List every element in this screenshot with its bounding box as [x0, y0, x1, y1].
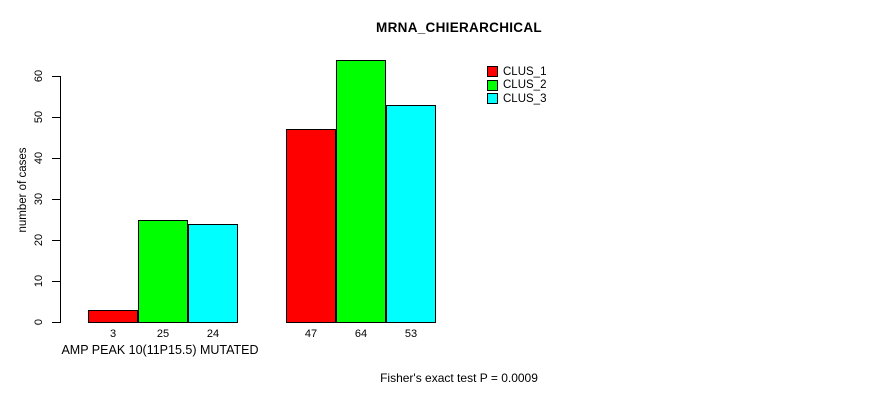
bar-value-label: 53: [404, 328, 418, 340]
y-tick-label: 10: [33, 274, 45, 288]
bar-value-label: 3: [109, 328, 117, 340]
bar: [386, 105, 436, 323]
bar-value-label: 64: [354, 328, 368, 340]
legend: CLUS_1 CLUS_2 CLUS_3: [487, 65, 546, 106]
y-tick: [52, 117, 60, 118]
legend-swatch: [487, 79, 498, 91]
bar: [88, 310, 138, 323]
y-tick: [52, 158, 60, 159]
y-tick: [52, 240, 60, 241]
y-tick-label: 30: [33, 192, 45, 206]
legend-swatch: [487, 66, 498, 78]
bar-value-label: 24: [206, 328, 220, 340]
legend-item: CLUS_1: [487, 65, 546, 79]
legend-label: CLUS_1: [503, 65, 547, 78]
x-category-label: AMP PEAK 10(11P15.5) MUTATED: [61, 343, 259, 357]
bar-value-label: 47: [304, 328, 318, 340]
legend-label: CLUS_2: [503, 79, 547, 92]
y-tick: [52, 76, 60, 77]
legend-item: CLUS_3: [487, 92, 546, 106]
bar: [138, 220, 188, 323]
legend-item: CLUS_2: [487, 79, 546, 93]
y-tick-label: 0: [33, 318, 45, 326]
legend-label: CLUS_3: [503, 92, 547, 105]
y-tick-label: 40: [33, 151, 45, 165]
y-tick-label: 50: [33, 110, 45, 124]
y-tick: [52, 322, 60, 323]
bar: [188, 224, 238, 323]
bar-value-label: 25: [156, 328, 170, 340]
legend-swatch: [487, 93, 498, 105]
bar: [286, 129, 336, 323]
stat-annotation: Fisher's exact test P = 0.0009: [380, 371, 538, 385]
bar: [336, 60, 386, 323]
y-tick: [52, 281, 60, 282]
y-tick-label: 20: [33, 233, 45, 247]
y-tick-label: 60: [33, 69, 45, 83]
chart-title: MRNA_CHIERARCHICAL: [376, 20, 542, 35]
y-axis-line: [60, 76, 61, 323]
y-tick: [52, 199, 60, 200]
